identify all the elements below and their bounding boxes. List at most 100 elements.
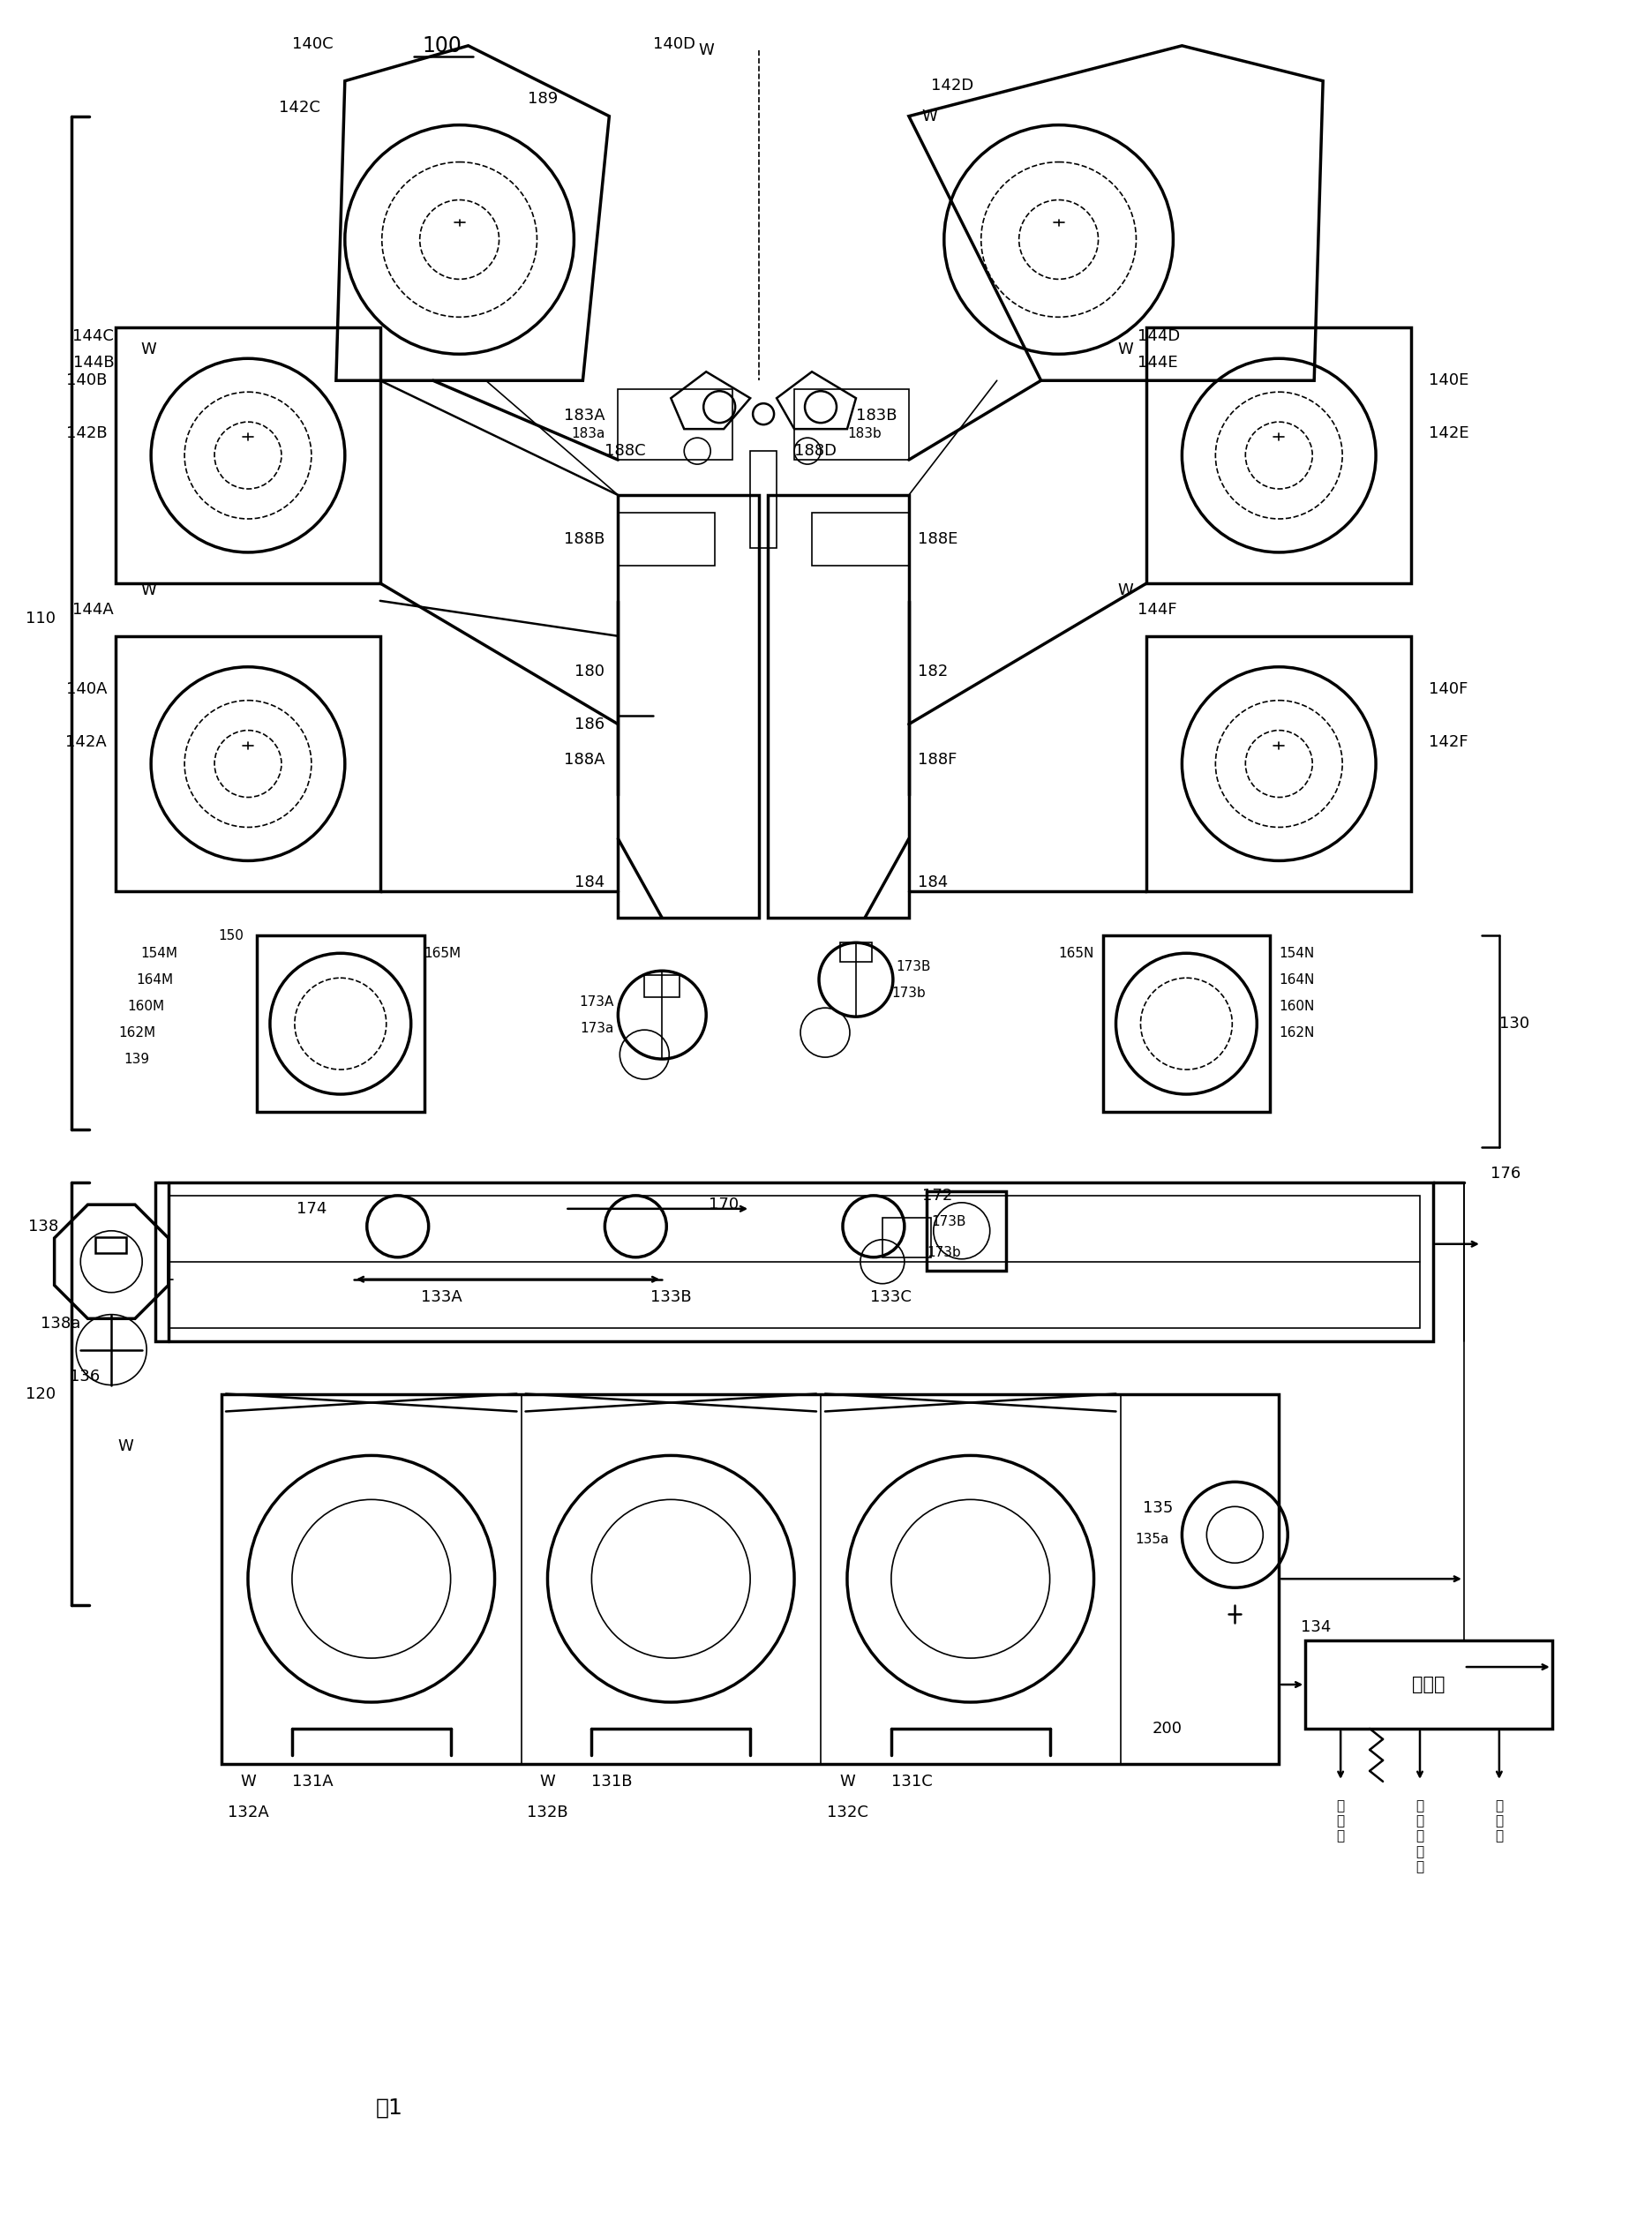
Bar	[96, 1238, 126, 1253]
Text: W: W	[140, 341, 157, 359]
Text: 140E: 140E	[1429, 372, 1469, 387]
Text: 142B: 142B	[66, 425, 107, 441]
Text: 180: 180	[575, 664, 605, 680]
Text: 160M: 160M	[127, 999, 164, 1012]
Text: 188A: 188A	[563, 751, 605, 768]
Text: 144F: 144F	[1138, 602, 1178, 618]
Bar	[1305, 1641, 1553, 1729]
Bar	[618, 514, 715, 565]
Text: 131C: 131C	[890, 1773, 932, 1789]
Text: 165M: 165M	[425, 948, 461, 961]
Text: 162M: 162M	[119, 1025, 155, 1038]
Text: 132C: 132C	[826, 1804, 867, 1820]
Text: 142F: 142F	[1429, 733, 1469, 751]
Text: 140F: 140F	[1429, 682, 1469, 697]
Text: 136: 136	[69, 1368, 99, 1384]
Text: 144C: 144C	[73, 328, 114, 345]
Text: 138a: 138a	[41, 1315, 81, 1331]
Bar	[169, 1196, 1421, 1328]
Text: 133A: 133A	[421, 1289, 463, 1304]
Text: 142E: 142E	[1429, 425, 1469, 441]
Text: 142D: 142D	[930, 77, 973, 93]
Text: W: W	[922, 108, 938, 124]
Text: 定
位
器: 定 位 器	[1336, 1800, 1345, 1842]
Text: W: W	[699, 42, 714, 58]
Text: 144E: 144E	[1138, 354, 1178, 370]
Text: 132A: 132A	[228, 1804, 269, 1820]
Bar	[116, 635, 380, 892]
Bar	[221, 1395, 1279, 1765]
Text: 173A: 173A	[578, 994, 613, 1007]
Text: 200: 200	[1151, 1720, 1181, 1736]
Bar	[1146, 328, 1411, 582]
Bar	[750, 452, 776, 547]
Text: 188C: 188C	[605, 443, 646, 458]
Text: 110: 110	[26, 611, 56, 627]
Text: 172: 172	[922, 1187, 953, 1204]
Text: 160N: 160N	[1279, 999, 1315, 1012]
Bar	[116, 328, 380, 582]
Text: 188F: 188F	[917, 751, 957, 768]
Bar	[811, 514, 909, 565]
Text: 170: 170	[709, 1196, 738, 1213]
Text: 138: 138	[28, 1218, 58, 1235]
Text: W: W	[540, 1773, 555, 1789]
Bar	[768, 496, 909, 919]
Text: 133B: 133B	[651, 1289, 692, 1304]
Text: 173B: 173B	[930, 1215, 966, 1229]
Text: 131A: 131A	[292, 1773, 334, 1789]
Text: 186: 186	[575, 715, 605, 733]
Text: 173b: 173b	[927, 1246, 961, 1260]
Text: 144D: 144D	[1138, 328, 1181, 345]
Bar	[795, 390, 909, 461]
Text: 188B: 188B	[563, 531, 605, 547]
Text: 140D: 140D	[653, 35, 695, 51]
Text: 173a: 173a	[580, 1021, 613, 1034]
Text: W: W	[1118, 341, 1133, 359]
Text: 183a: 183a	[572, 427, 605, 441]
Text: 183b: 183b	[847, 427, 882, 441]
Text: W: W	[117, 1439, 134, 1455]
Bar	[1146, 635, 1411, 892]
Text: 173B: 173B	[895, 961, 930, 974]
Text: 135a: 135a	[1135, 1532, 1168, 1545]
Text: 140B: 140B	[66, 372, 107, 387]
Text: 132B: 132B	[527, 1804, 568, 1820]
Text: 140C: 140C	[292, 35, 334, 51]
Bar	[618, 496, 758, 919]
Text: 120: 120	[26, 1386, 56, 1401]
Text: 144A: 144A	[73, 602, 114, 618]
Bar	[882, 1218, 930, 1258]
Text: 142A: 142A	[66, 733, 107, 751]
Text: W: W	[839, 1773, 856, 1789]
Text: 162N: 162N	[1279, 1025, 1315, 1038]
Bar	[644, 976, 679, 996]
Text: 183A: 183A	[563, 407, 605, 423]
Text: W: W	[240, 1773, 256, 1789]
Text: 188D: 188D	[795, 443, 836, 458]
Text: 140A: 140A	[66, 682, 107, 697]
Text: 189: 189	[529, 91, 558, 106]
Text: 131B: 131B	[591, 1773, 633, 1789]
Bar	[618, 390, 732, 461]
Text: 各
闸
阀: 各 闸 阀	[1495, 1800, 1503, 1842]
Text: 144B: 144B	[73, 354, 114, 370]
Text: 164M: 164M	[135, 974, 173, 985]
Text: 130: 130	[1500, 1016, 1530, 1032]
Text: 134: 134	[1302, 1618, 1332, 1636]
Text: 176: 176	[1490, 1165, 1520, 1182]
Bar	[155, 1182, 1434, 1342]
Bar	[256, 937, 425, 1111]
Text: 图1: 图1	[375, 2097, 403, 2119]
Text: 135: 135	[1143, 1501, 1173, 1517]
Text: 183B: 183B	[856, 407, 897, 423]
Bar	[927, 1191, 1006, 1271]
Text: 188E: 188E	[917, 531, 958, 547]
Text: 164N: 164N	[1279, 974, 1315, 985]
Bar	[841, 943, 872, 963]
Bar	[1102, 937, 1270, 1111]
Text: 各
输
送
机
构: 各 输 送 机 构	[1416, 1800, 1424, 1873]
Text: 184: 184	[917, 875, 948, 890]
Text: 184: 184	[575, 875, 605, 890]
Text: 173b: 173b	[890, 985, 925, 999]
